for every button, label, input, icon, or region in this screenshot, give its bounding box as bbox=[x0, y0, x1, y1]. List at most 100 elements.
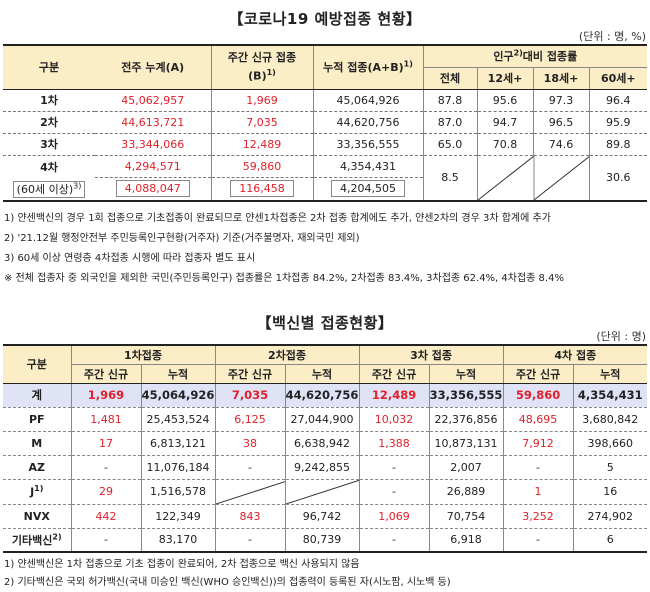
cum-cell: 6 bbox=[572, 527, 648, 553]
diagonal-slash bbox=[216, 480, 286, 504]
cum-cell: 6,813,121 bbox=[140, 430, 216, 455]
age18-cell: 96.5 bbox=[532, 111, 589, 134]
cum-cell: 274,902 bbox=[572, 503, 648, 528]
cum-cell: 11,076,184 bbox=[140, 454, 216, 479]
cum-cell: 45,064,926 bbox=[313, 89, 423, 112]
section2-unit: (단위 : 명) bbox=[596, 330, 646, 343]
note-vaccine-2: 2) 기타백신은 국외 허가백신(국내 미승인 백신(WHO 승인백신))의 접… bbox=[4, 577, 451, 588]
header-prev-total: 전주 누계(A) bbox=[95, 45, 211, 90]
weekly-cell: 1,388 bbox=[358, 430, 430, 455]
weekly-cell: 17 bbox=[70, 430, 141, 455]
weekly-cell: 38 bbox=[214, 430, 286, 455]
table-row: AZ -11,076,184-9,242,855-2,007-5 bbox=[3, 454, 648, 479]
section1-unit: (단위 : 명, %) bbox=[578, 30, 646, 43]
row-label: NVX bbox=[3, 503, 71, 528]
cum-cell: 4,354,431 bbox=[313, 155, 423, 179]
header-dose2: 2차접종 bbox=[214, 345, 360, 365]
table-row: PF 1,481 25,453,524 6,125 27,044,900 10,032 22… bbox=[3, 406, 648, 431]
cum-cell: 45,064,926 bbox=[140, 383, 216, 407]
weekly-cell: - bbox=[214, 454, 286, 479]
all-cell: 8.5 bbox=[422, 155, 477, 201]
cum-cell: 2,007 bbox=[428, 454, 504, 479]
weekly-cell: 1,969 bbox=[70, 383, 141, 407]
diagonal-slash bbox=[478, 155, 589, 200]
weekly-cell: 7,035 bbox=[210, 111, 314, 134]
all-cell: 87.0 bbox=[422, 111, 477, 134]
section1-title: 【코로나19 예방접종 현황】 bbox=[228, 10, 422, 28]
weekly-cell: - bbox=[214, 527, 286, 553]
weekly-cell: 59,860 bbox=[502, 383, 574, 407]
header-all: 전체 bbox=[422, 67, 477, 90]
all-cell: 65.0 bbox=[422, 133, 477, 156]
cum-cell: 398,660 bbox=[572, 430, 648, 455]
weekly-cell: - bbox=[70, 454, 141, 479]
prev-cell: 4,294,571 bbox=[95, 155, 211, 179]
age12-cell: 70.8 bbox=[476, 133, 533, 156]
note-4: ※ 전체 접종자 중 외국인을 제외한 국민(주민등록인구) 접종률은 1차접종… bbox=[4, 273, 564, 284]
empty-slash-cell bbox=[284, 478, 360, 504]
header-dose3: 3차 접종 bbox=[358, 345, 504, 365]
table-row: M 17 6,813,121 38 6,638,942 1,388 10,873,131 7,… bbox=[3, 430, 648, 455]
cum-cell: 96,742 bbox=[284, 503, 360, 528]
header-age18: 18세+ bbox=[532, 67, 589, 90]
row-label: PF bbox=[3, 406, 71, 431]
header-weekly-new: 주간 신규 접종 (B)1) bbox=[210, 45, 314, 90]
age12-cell: 94.7 bbox=[476, 111, 533, 134]
cum-cell: 4,354,431 bbox=[572, 383, 648, 407]
weekly-cell: 1 bbox=[502, 478, 574, 504]
note-3: 3) 60세 이상 연령층 4차접종 시행에 따라 접종자 별도 표시 bbox=[4, 253, 256, 264]
cum-cell: 44,620,756 bbox=[284, 383, 360, 407]
vaccination-status-table: 구분 전주 누계(A) 주간 신규 접종 (B)1) 누적 접종(A+B)1) 인… bbox=[3, 44, 648, 202]
cum-cell: 6,638,942 bbox=[284, 430, 360, 455]
cum-cell: 33,356,555 bbox=[313, 133, 423, 156]
note-1: 1) 얀센백신의 경우 1회 접종으로 기초접종이 완료되므로 얀센1차접종은 … bbox=[4, 213, 551, 224]
weekly-cell: - bbox=[358, 527, 430, 553]
weekly-cell: - bbox=[358, 454, 430, 479]
header-age12: 12세+ bbox=[476, 67, 533, 90]
prev-cell: 45,062,957 bbox=[95, 89, 211, 112]
table-row: (60세 이상)3) 4,088,047 116,458 4,204,505 bbox=[3, 177, 648, 201]
section2-title: 【백신별 접종현황】 bbox=[256, 314, 394, 332]
header-dose1: 1차접종 bbox=[70, 345, 216, 365]
header-weekly: 주간 신규 bbox=[214, 364, 286, 384]
cum-cell: 122,349 bbox=[140, 503, 216, 528]
table-row: NVX 442 122,349 843 96,742 1,069 70,754 3,252 27… bbox=[3, 503, 648, 528]
row-label: M bbox=[3, 430, 71, 455]
cum-cell: 83,170 bbox=[140, 527, 216, 553]
weekly-cell: 7,912 bbox=[502, 430, 574, 455]
header-category: 구분 bbox=[3, 345, 71, 384]
table-row: 4차 4,294,571 59,860 4,354,431 8.5 30.6 bbox=[3, 155, 648, 201]
cum-cell: 5 bbox=[572, 454, 648, 479]
header-dose4: 4차 접종 bbox=[502, 345, 648, 365]
empty-slash-cell bbox=[214, 478, 286, 504]
weekly-cell: 6,125 bbox=[214, 406, 286, 431]
header-cum: 누적 bbox=[572, 364, 648, 384]
weekly-cell: 442 bbox=[70, 503, 141, 528]
cum-cell: 33,356,555 bbox=[428, 383, 504, 407]
cum-cell: 26,889 bbox=[428, 478, 504, 504]
age60-cell: 95.9 bbox=[588, 111, 648, 134]
cum-cell: 9,242,855 bbox=[284, 454, 360, 479]
cum-cell: 70,754 bbox=[428, 503, 504, 528]
header-category: 구분 bbox=[3, 45, 95, 90]
header-age60: 60세+ bbox=[588, 67, 648, 90]
weekly-cell: 1,481 bbox=[70, 406, 141, 431]
weekly-cell: 1,969 bbox=[210, 89, 314, 112]
cum-cell: 1,516,578 bbox=[140, 478, 216, 504]
cum-cell: 25,453,524 bbox=[140, 406, 216, 431]
cum-cell: 44,620,756 bbox=[313, 111, 423, 134]
weekly-cell: - bbox=[70, 527, 141, 553]
header-weekly: 주간 신규 bbox=[70, 364, 141, 384]
weekly-cell: 12,489 bbox=[210, 133, 314, 156]
weekly-cell: 10,032 bbox=[358, 406, 430, 431]
weekly-cell: 1,069 bbox=[358, 503, 430, 528]
row-label: 4차 bbox=[40, 160, 58, 174]
table-row: 3차 33,344,066 12,489 33,356,555 65.0 70.… bbox=[3, 133, 648, 156]
header-pop-ratio: 인구2)대비 접종률 bbox=[422, 45, 648, 68]
note-2: 2) '21.12월 행정안전부 주민등록인구현황(거주자) 기준(거주불명자,… bbox=[4, 233, 360, 244]
table-row: 1차 45,062,957 1,969 45,064,926 87.8 95.6… bbox=[3, 89, 648, 112]
row-label: 기타백신2) bbox=[3, 527, 71, 553]
vaccine-type-table: 구분 1차접종 2차접종 3차 접종 4차 접종 주간 신규 누적 주간 신규 … bbox=[3, 344, 648, 553]
all-cell: 87.8 bbox=[422, 89, 477, 112]
cum-cell: 80,739 bbox=[284, 527, 360, 553]
